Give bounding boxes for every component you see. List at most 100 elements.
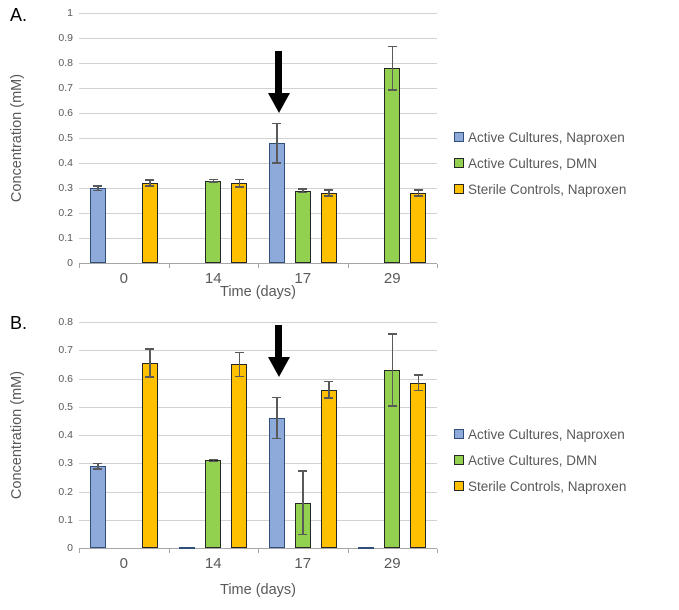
y-tick-label: 0.7 bbox=[58, 82, 73, 94]
legend-label: Sterile Controls, Naproxen bbox=[468, 478, 627, 494]
error-bar-cap bbox=[272, 396, 282, 399]
error-bar-cap bbox=[298, 470, 308, 472]
error-bar-cap bbox=[298, 188, 308, 190]
gridline bbox=[79, 378, 437, 380]
panel-a-y-axis-title: Concentration (mM) bbox=[9, 73, 25, 203]
y-tick-label: 0.9 bbox=[58, 32, 73, 44]
error-bar bbox=[212, 458, 214, 463]
legend-label: Sterile Controls, Naproxen bbox=[468, 181, 627, 197]
bar bbox=[205, 460, 222, 548]
legend-item: Active Cultures, Naproxen bbox=[454, 124, 626, 150]
y-tick-label: 0.6 bbox=[58, 372, 73, 385]
error-bar bbox=[328, 380, 330, 399]
error-bar-cap bbox=[324, 380, 334, 383]
error-bar-cap bbox=[413, 389, 423, 392]
error-bar-cap bbox=[234, 351, 244, 354]
y-tick-label: 0.7 bbox=[58, 344, 73, 357]
error-bar-cap bbox=[413, 374, 423, 376]
error-bar bbox=[238, 351, 240, 378]
legend-label: Active Cultures, Naproxen bbox=[468, 426, 625, 442]
y-tick-label: 0 bbox=[67, 257, 73, 269]
x-tick-label: 29 bbox=[383, 270, 401, 287]
panel-a-label: A. bbox=[10, 5, 28, 25]
y-tick-label: 0.8 bbox=[58, 57, 73, 69]
legend-label: Active Cultures, DMN bbox=[468, 155, 598, 171]
panel-b-label: B. bbox=[10, 313, 28, 333]
error-bar-cap bbox=[387, 45, 397, 47]
error-bar bbox=[302, 188, 304, 193]
gridline bbox=[79, 38, 437, 39]
x-axis-tick bbox=[258, 264, 259, 268]
y-tick-label: 0.8 bbox=[58, 316, 73, 328]
bar bbox=[358, 546, 375, 549]
x-axis-tick bbox=[258, 549, 259, 553]
error-bar-cap bbox=[93, 468, 103, 470]
error-bar bbox=[302, 470, 304, 536]
x-tick-label: 0 bbox=[119, 555, 128, 572]
annotation-arrow-head bbox=[267, 93, 290, 113]
gridline bbox=[79, 491, 437, 493]
legend-item: Active Cultures, Naproxen bbox=[454, 421, 626, 447]
y-tick-label: 0.5 bbox=[58, 400, 73, 413]
bar bbox=[410, 193, 427, 263]
panel-a-x-axis-title: Time (days) bbox=[220, 284, 296, 300]
x-tick-label: 0 bbox=[119, 270, 128, 287]
legend-swatch bbox=[454, 132, 464, 142]
error-bar-cap bbox=[272, 162, 282, 164]
error-bar-cap bbox=[234, 178, 244, 180]
error-bar bbox=[328, 189, 330, 197]
bar bbox=[320, 389, 337, 548]
error-bar bbox=[97, 185, 99, 191]
bar bbox=[141, 363, 158, 548]
error-bar-cap bbox=[387, 405, 397, 407]
x-axis-tick bbox=[168, 264, 170, 268]
error-bar-cap bbox=[208, 460, 218, 463]
error-bar bbox=[391, 333, 393, 407]
error-bar-cap bbox=[145, 179, 155, 181]
bar bbox=[89, 188, 106, 263]
y-tick-label: 0.2 bbox=[58, 485, 73, 498]
error-bar-cap bbox=[324, 397, 334, 399]
panel-b-x-axis-title: Time (days) bbox=[220, 582, 296, 598]
error-bar-cap bbox=[387, 89, 397, 91]
bar bbox=[141, 183, 158, 263]
error-bar-cap bbox=[93, 185, 103, 187]
error-bar bbox=[97, 462, 99, 470]
error-bar-cap bbox=[145, 376, 155, 378]
legend-label: Active Cultures, DMN bbox=[468, 452, 598, 468]
error-bar bbox=[238, 178, 240, 188]
gridline bbox=[79, 163, 437, 164]
error-bar-cap bbox=[234, 186, 244, 188]
gridline bbox=[79, 188, 437, 189]
error-bar-cap bbox=[298, 533, 308, 536]
legend-swatch bbox=[454, 429, 464, 439]
bar bbox=[320, 193, 337, 263]
y-tick-label: 0 bbox=[67, 542, 73, 554]
x-axis-line bbox=[79, 263, 437, 264]
error-bar-cap bbox=[324, 195, 334, 197]
gridline bbox=[79, 322, 437, 323]
x-tick-label: 29 bbox=[383, 555, 401, 572]
bar bbox=[268, 143, 285, 263]
y-tick-label: 0.3 bbox=[58, 457, 73, 470]
x-axis-line bbox=[79, 548, 437, 549]
error-bar-cap bbox=[413, 189, 423, 191]
panel-a-legend: Active Cultures, Naproxen Active Cultures… bbox=[454, 124, 626, 202]
x-axis-tick bbox=[168, 549, 170, 553]
error-bar-cap bbox=[272, 437, 282, 440]
x-axis-tick bbox=[347, 549, 349, 553]
y-tick-label: 0.1 bbox=[58, 232, 73, 244]
x-tick-label: 14 bbox=[204, 270, 222, 287]
error-bar-cap bbox=[208, 181, 218, 183]
gridline bbox=[79, 138, 437, 139]
x-tick-label: 17 bbox=[294, 555, 312, 572]
gridline bbox=[79, 238, 437, 239]
annotation-arrow-shaft bbox=[275, 324, 283, 360]
gridline bbox=[79, 113, 437, 114]
error-bar-cap bbox=[387, 333, 397, 335]
panel-b-legend: Active Cultures, Naproxen Active Cultures… bbox=[454, 421, 626, 499]
error-bar-cap bbox=[93, 189, 103, 191]
gridline bbox=[79, 213, 437, 214]
